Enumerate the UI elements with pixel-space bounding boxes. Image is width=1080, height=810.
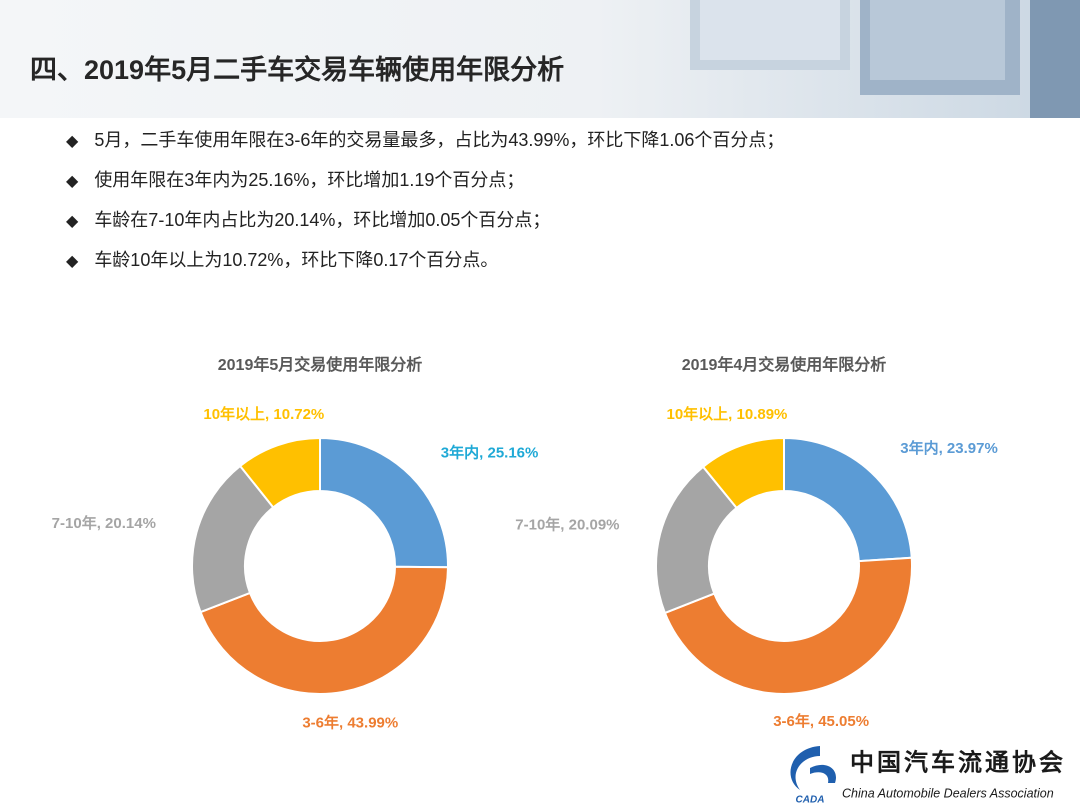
data-label: 3-6年, 43.99% [302, 713, 398, 731]
chart-title: 2019年5月交易使用年限分析 [218, 355, 423, 374]
bullet: 车龄10年以上为10.72%，环比下降0.17个百分点。 [66, 242, 784, 282]
pie-slice [199, 565, 450, 695]
bullet: 车龄在7-10年内占比为20.14%，环比增加0.05个百分点； [66, 202, 784, 242]
logo: CADA 中国汽车流通协会 China Automobile Dealers A… [790, 746, 1066, 806]
pie-slice [783, 436, 913, 563]
data-label: 3年内, 23.97% [900, 439, 998, 457]
data-label: 3-6年, 45.05% [773, 712, 869, 730]
pie-slice [319, 436, 449, 569]
bullet: 使用年限在3年内为25.16%，环比增加1.19个百分点； [66, 162, 784, 202]
data-label: 10年以上, 10.72% [203, 405, 324, 423]
data-label: 7-10年, 20.14% [52, 514, 156, 532]
header: 四、2019年5月二手车交易车辆使用年限分析 [0, 0, 1080, 118]
logo-swirl [810, 764, 836, 783]
bullet: 5月，二手车使用年限在3-6年的交易量最多，占比为43.99%，环比下降1.06… [66, 122, 784, 162]
logo-name-cn: 中国汽车流通协会 [850, 748, 1066, 776]
bullet-list: 5月，二手车使用年限在3-6年的交易量最多，占比为43.99%，环比下降1.06… [66, 122, 784, 282]
page-title: 四、2019年5月二手车交易车辆使用年限分析 [30, 55, 565, 85]
cube [700, 0, 840, 60]
pie-slice [663, 556, 913, 695]
logo-mark: CADA [796, 795, 825, 806]
pie-slice [238, 436, 321, 509]
data-label: 10年以上, 10.89% [667, 405, 788, 423]
logo-swirl [790, 746, 820, 790]
data-label: 3年内, 25.16% [441, 443, 539, 461]
chart-title: 2019年4月交易使用年限分析 [682, 355, 887, 374]
header-art [690, 0, 1080, 118]
pie-slice [701, 436, 785, 510]
cube [870, 0, 1005, 80]
cube [1030, 0, 1080, 118]
data-label: 7-10年, 20.09% [515, 516, 619, 534]
logo-name-en: China Automobile Dealers Association [842, 786, 1054, 800]
